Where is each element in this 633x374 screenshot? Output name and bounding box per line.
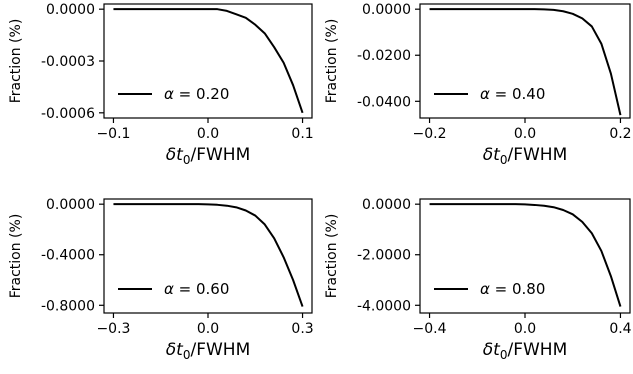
y-axis-label: Fraction (%) bbox=[324, 214, 340, 299]
x-tick-label: 0.3 bbox=[291, 321, 313, 337]
subplot-4: −0.4 0.0 0.4 0.0000 -2.0000 -4.0000 Fraction (… bbox=[324, 197, 632, 362]
legend-label: α = 0.40 bbox=[480, 85, 545, 103]
y-tick-label: -0.0003 bbox=[41, 54, 95, 70]
y-tick-label: -0.4000 bbox=[41, 248, 95, 264]
series-line bbox=[429, 8, 622, 116]
subplot-1: −0.1 0.0 0.1 0.0000 -0.0003 -0.0006 Fraction (… bbox=[8, 2, 314, 167]
x-tick-label: −0.1 bbox=[96, 126, 130, 142]
y-axis-label: Fraction (%) bbox=[324, 19, 340, 104]
x-tick-label: 0.0 bbox=[514, 126, 536, 142]
x-tick-label: −0.2 bbox=[413, 126, 447, 142]
y-tick-label: -2.0000 bbox=[357, 248, 411, 264]
x-axis-label: δt0/FWHM bbox=[166, 145, 250, 167]
series-line bbox=[113, 8, 304, 114]
x-tick-label: 0.0 bbox=[197, 321, 219, 337]
y-axis-label: Fraction (%) bbox=[8, 214, 24, 299]
x-tick-label: 0.1 bbox=[291, 126, 313, 142]
y-tick-label: 0.0000 bbox=[46, 2, 95, 18]
y-tick-label: 0.0000 bbox=[362, 2, 411, 18]
x-axis-label: δt0/FWHM bbox=[166, 340, 250, 362]
legend-label: α = 0.20 bbox=[164, 85, 229, 103]
series-line bbox=[429, 203, 622, 307]
legend-label: α = 0.60 bbox=[164, 280, 229, 298]
y-axis-label: Fraction (%) bbox=[8, 19, 24, 104]
x-tick-label: −0.3 bbox=[96, 321, 130, 337]
x-axis-label: δt0/FWHM bbox=[483, 145, 567, 167]
y-tick-label: -0.0006 bbox=[41, 106, 95, 122]
subplot-3: −0.3 0.0 0.3 0.0000 -0.4000 -0.8000 Fraction (… bbox=[8, 197, 314, 362]
x-tick-label: 0.2 bbox=[609, 126, 631, 142]
y-tick-label: 0.0000 bbox=[46, 197, 95, 213]
x-tick-label: 0.0 bbox=[197, 126, 219, 142]
y-tick-label: -0.0400 bbox=[357, 94, 411, 110]
y-tick-label: -0.0200 bbox=[357, 48, 411, 64]
legend-label: α = 0.80 bbox=[480, 280, 545, 298]
y-tick-label: -4.0000 bbox=[357, 298, 411, 314]
x-axis-label: δt0/FWHM bbox=[483, 340, 567, 362]
x-tick-label: −0.4 bbox=[413, 321, 447, 337]
x-tick-label: 0.0 bbox=[514, 321, 536, 337]
y-tick-label: -0.8000 bbox=[41, 298, 95, 314]
subplot-2: −0.2 0.0 0.2 0.0000 -0.0200 -0.0400 Fraction (… bbox=[324, 2, 632, 167]
y-tick-label: 0.0000 bbox=[362, 197, 411, 213]
x-tick-label: 0.4 bbox=[609, 321, 631, 337]
series-line bbox=[113, 203, 304, 307]
